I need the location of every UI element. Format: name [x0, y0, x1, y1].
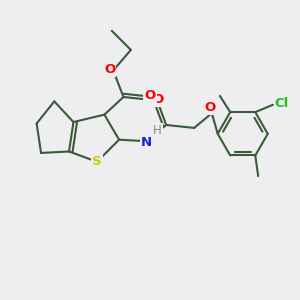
Text: O: O: [104, 62, 115, 76]
Text: Cl: Cl: [274, 97, 289, 110]
Text: O: O: [152, 93, 164, 106]
Text: O: O: [205, 101, 216, 114]
Text: O: O: [144, 89, 156, 102]
Text: S: S: [92, 155, 102, 168]
Text: H: H: [153, 124, 162, 137]
Text: N: N: [141, 136, 152, 149]
